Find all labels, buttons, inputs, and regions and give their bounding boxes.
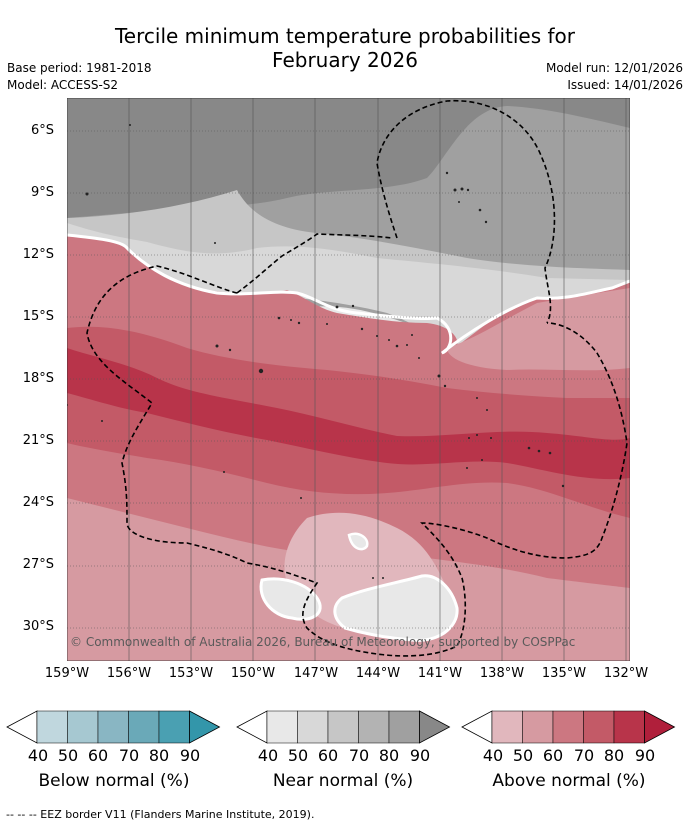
- lon-gridlines: [128, 98, 627, 661]
- cb-above-low-extend: [461, 710, 493, 744]
- cb-above-tick-70: 70: [573, 746, 595, 765]
- cb-above-tick-60: 60: [542, 746, 564, 765]
- cb-below-high-extend: [189, 710, 221, 744]
- issued-date: Issued: 14/01/2026: [567, 78, 683, 92]
- cb-near-segment-2: [297, 710, 329, 744]
- colorbars: [6, 710, 676, 744]
- lat-label-6s: 6°S: [30, 123, 54, 138]
- near-normal-50-zone: [67, 223, 630, 344]
- eez-border-main: [86, 233, 628, 657]
- cb-below-segment-5: [158, 710, 190, 744]
- colorbar-below-normal: [6, 710, 221, 744]
- eez-footnote: -- -- -- EEZ border V11 (Flanders Marine…: [6, 808, 315, 821]
- lat-label-24s: 24°S: [22, 495, 54, 510]
- colorbar-near-title: Near normal (%): [272, 771, 414, 791]
- lat-gridlines: [67, 130, 630, 629]
- cb-below-tick-60: 60: [87, 746, 109, 765]
- copyright-notice: © Commonwealth of Australia 2026, Bureau…: [70, 635, 576, 649]
- lon-label-147w: 147°W: [293, 666, 339, 681]
- cb-below-tick-90: 90: [179, 746, 201, 765]
- near-normal-small-patch: [347, 532, 369, 551]
- cb-below-low-extend: [6, 710, 38, 744]
- cb-above-tick-50: 50: [512, 746, 534, 765]
- cb-near-segment-5: [388, 710, 420, 744]
- cb-above-segment-5: [613, 710, 645, 744]
- cb-above-tick-40: 40: [482, 746, 504, 765]
- colorbar-above-normal: [461, 710, 676, 744]
- lon-label-156w: 156°W: [106, 666, 152, 681]
- cb-below-tick-70: 70: [118, 746, 140, 765]
- model-name: Model: ACCESS-S2: [7, 78, 119, 92]
- cb-below-tick-40: 40: [27, 746, 49, 765]
- cb-near-segment-3: [327, 710, 359, 744]
- cb-below-tick-50: 50: [57, 746, 79, 765]
- above-normal-core: [67, 348, 630, 480]
- lon-label-159w: 159°W: [44, 666, 90, 681]
- cb-below-segment-1: [36, 710, 68, 744]
- cb-near-tick-40: 40: [257, 746, 279, 765]
- near-normal-south-patch: [259, 577, 322, 621]
- colorbar-near-normal: [236, 710, 451, 744]
- lon-label-153w: 153°W: [168, 666, 214, 681]
- cb-near-segment-4: [358, 710, 390, 744]
- lat-label-21s: 21°S: [22, 433, 54, 448]
- island-markers: [67, 124, 565, 579]
- cb-near-segment-1: [266, 710, 298, 744]
- cb-below-segment-3: [97, 710, 129, 744]
- cb-above-high-extend: [644, 710, 676, 744]
- probability-map: [67, 98, 630, 661]
- above-normal-80-band: [67, 326, 630, 518]
- lat-label-27s: 27°S: [22, 557, 54, 572]
- map-title-line-1: Tercile minimum temperature probabilitie…: [114, 24, 576, 48]
- lon-label-141w: 141°W: [417, 666, 463, 681]
- lon-label-132w: 132°W: [603, 666, 649, 681]
- model-run: Model run: 12/01/2026: [545, 61, 683, 75]
- map-title-line-2: February 2026: [272, 48, 418, 72]
- cb-above-segment-4: [583, 710, 615, 744]
- cb-near-tick-60: 60: [317, 746, 339, 765]
- above-normal-50-band: [447, 288, 630, 371]
- cb-above-tick-80: 80: [603, 746, 625, 765]
- cb-near-tick-50: 50: [287, 746, 309, 765]
- cb-near-tick-80: 80: [378, 746, 400, 765]
- lon-label-138w: 138°W: [479, 666, 525, 681]
- base-period: Base period: 1981-2018: [7, 61, 152, 75]
- colorbar-below-title: Below normal (%): [38, 771, 190, 791]
- lat-label-12s: 12°S: [22, 247, 54, 262]
- cb-near-tick-90: 90: [409, 746, 431, 765]
- cb-near-low-extend: [236, 710, 268, 744]
- colorbar-above-title: Above normal (%): [492, 771, 646, 791]
- cb-near-tick-70: 70: [348, 746, 370, 765]
- lat-label-15s: 15°S: [22, 309, 54, 324]
- near-normal-south-patch-2: [333, 574, 459, 642]
- cb-above-tick-90: 90: [634, 746, 656, 765]
- cb-above-segment-3: [552, 710, 584, 744]
- near-normal-90-zone: [67, 98, 630, 218]
- lat-label-9s: 9°S: [30, 185, 54, 200]
- cb-near-high-extend: [419, 710, 451, 744]
- lon-label-135w: 135°W: [541, 666, 587, 681]
- cb-above-segment-1: [491, 710, 523, 744]
- cb-below-segment-2: [67, 710, 99, 744]
- lat-label-18s: 18°S: [22, 371, 54, 386]
- cb-above-segment-2: [522, 710, 554, 744]
- eez-border-north: [376, 99, 556, 324]
- lon-label-144w: 144°W: [355, 666, 401, 681]
- lat-label-30s: 30°S: [22, 619, 54, 634]
- lon-label-150w: 150°W: [230, 666, 276, 681]
- tercile-boundary-line: [67, 233, 630, 355]
- cb-below-segment-4: [128, 710, 160, 744]
- cb-below-tick-80: 80: [148, 746, 170, 765]
